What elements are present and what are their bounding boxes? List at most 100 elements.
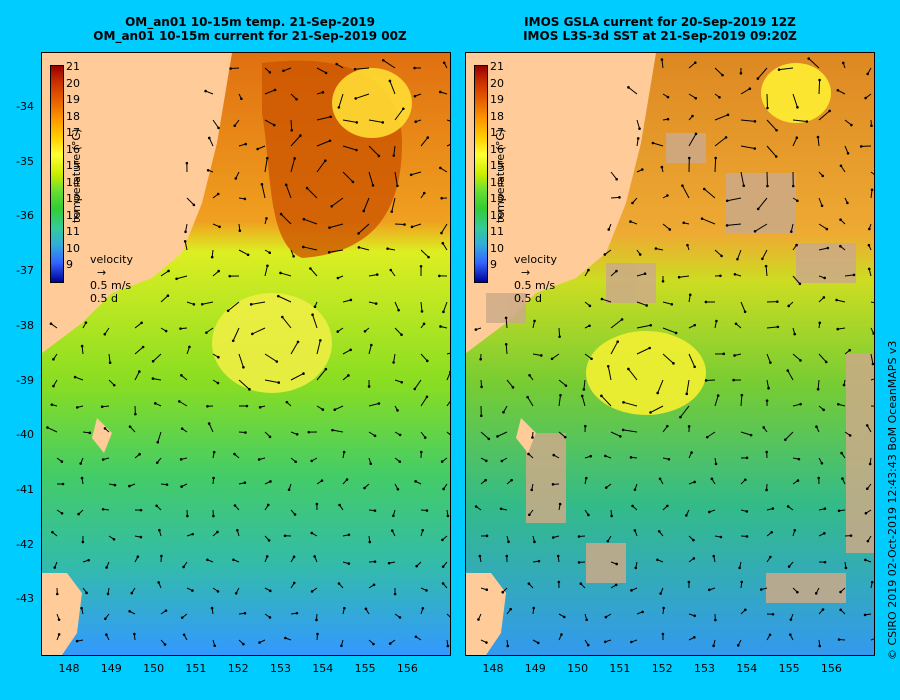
current-arrow-head — [666, 424, 669, 428]
current-arrow-head — [442, 61, 446, 65]
current-arrow-head — [865, 487, 869, 491]
current-arrow — [134, 322, 142, 329]
current-arrow — [264, 379, 279, 384]
current-arrow-head — [725, 224, 729, 227]
current-arrow-head — [310, 531, 314, 535]
current-arrow-head — [422, 191, 426, 195]
current-arrow-head — [217, 269, 220, 273]
velocity-time: 0.5 d — [514, 292, 542, 305]
current-arrow — [264, 265, 268, 277]
current-arrow-head — [315, 618, 318, 622]
current-arrow — [446, 352, 450, 355]
current-arrow-head — [343, 606, 346, 610]
current-arrow-head — [558, 335, 561, 338]
current-arrow-head — [180, 427, 184, 430]
current-arrow — [368, 403, 380, 407]
current-arrow-head — [724, 136, 728, 139]
current-arrow-head — [762, 426, 766, 429]
current-arrow-head — [216, 590, 220, 593]
current-arrow — [355, 93, 370, 99]
current-arrow-head — [848, 434, 852, 437]
current-arrow — [792, 353, 801, 361]
current-arrow-head — [251, 332, 254, 336]
current-arrow-head — [163, 643, 167, 646]
current-arrow — [818, 223, 828, 230]
current-arrow — [303, 218, 318, 225]
current-arrow-head — [218, 225, 221, 229]
current-arrow-head — [388, 642, 392, 645]
current-arrow — [701, 218, 716, 225]
current-arrow — [736, 249, 742, 260]
current-arrow — [342, 349, 351, 355]
current-arrow — [657, 379, 664, 394]
current-arrow — [230, 67, 240, 70]
colorbar-tick-label: 20 — [66, 76, 80, 90]
current-arrow-head — [446, 644, 450, 648]
current-arrow — [754, 223, 768, 232]
current-arrow — [394, 108, 404, 121]
current-arrow-head — [715, 319, 718, 323]
longitude-tick-label: 152 — [651, 662, 673, 675]
current-arrow — [394, 171, 398, 186]
current-arrow — [610, 431, 621, 437]
latitude-tick-label: -35 — [16, 154, 34, 168]
current-arrow-head — [839, 608, 842, 612]
current-arrow-head — [606, 364, 610, 368]
current-arrow-head — [363, 330, 367, 333]
current-arrow-head — [113, 483, 117, 487]
current-arrow-head — [158, 528, 161, 532]
current-arrow-head — [732, 378, 735, 382]
current-arrow-head — [694, 132, 698, 136]
current-arrow-head — [823, 507, 827, 511]
current-arrow-head — [631, 504, 634, 508]
current-arrow-head — [398, 460, 402, 463]
current-arrow — [411, 171, 422, 176]
current-arrow-head — [420, 310, 424, 313]
current-arrow — [446, 400, 450, 407]
current-arrow-head — [716, 394, 720, 397]
current-arrow-head — [527, 452, 530, 456]
current-arrow-head — [387, 561, 391, 565]
current-arrow-head — [302, 217, 306, 221]
current-arrow-head — [265, 156, 269, 160]
current-arrow-head — [505, 554, 509, 558]
current-arrow — [238, 249, 249, 256]
current-arrow-head — [562, 615, 566, 619]
current-arrow-head — [440, 460, 444, 463]
current-arrow-head — [414, 635, 418, 639]
current-arrow-head — [688, 293, 692, 297]
current-arrow-head — [133, 632, 136, 636]
colorbar-tick-label: 10 — [66, 241, 80, 255]
current-arrow-head — [373, 560, 377, 563]
current-arrow — [740, 88, 751, 95]
current-arrow-head — [627, 86, 630, 89]
current-arrow-head — [705, 435, 709, 439]
current-arrow-head — [180, 374, 183, 377]
velocity-time: 0.5 d — [90, 292, 118, 305]
current-arrow-head — [870, 580, 874, 584]
current-arrow — [636, 273, 646, 277]
current-arrow — [316, 160, 326, 173]
current-arrow-head — [820, 204, 824, 208]
current-arrow-head — [850, 123, 853, 127]
current-arrow-head — [615, 269, 618, 273]
current-arrow-head — [328, 139, 332, 143]
current-arrow-head — [607, 228, 611, 231]
current-arrow — [134, 346, 144, 355]
current-arrow-head — [823, 560, 827, 564]
current-arrow-head — [105, 633, 108, 636]
current-arrow-head — [788, 633, 792, 636]
current-arrow — [792, 137, 798, 147]
current-arrow-head — [364, 607, 368, 611]
current-arrow-head — [337, 582, 341, 585]
current-arrow-head — [814, 592, 818, 595]
longitude-tick-label: 151 — [609, 662, 631, 675]
current-arrow-head — [268, 251, 271, 254]
current-arrow-head — [828, 109, 831, 113]
current-arrow-head — [336, 276, 340, 280]
current-arrow-head — [392, 514, 395, 518]
current-arrow-head — [795, 243, 798, 247]
current-arrow-head — [531, 436, 534, 439]
current-arrow-head — [242, 642, 245, 646]
current-arrow-head — [604, 615, 608, 619]
